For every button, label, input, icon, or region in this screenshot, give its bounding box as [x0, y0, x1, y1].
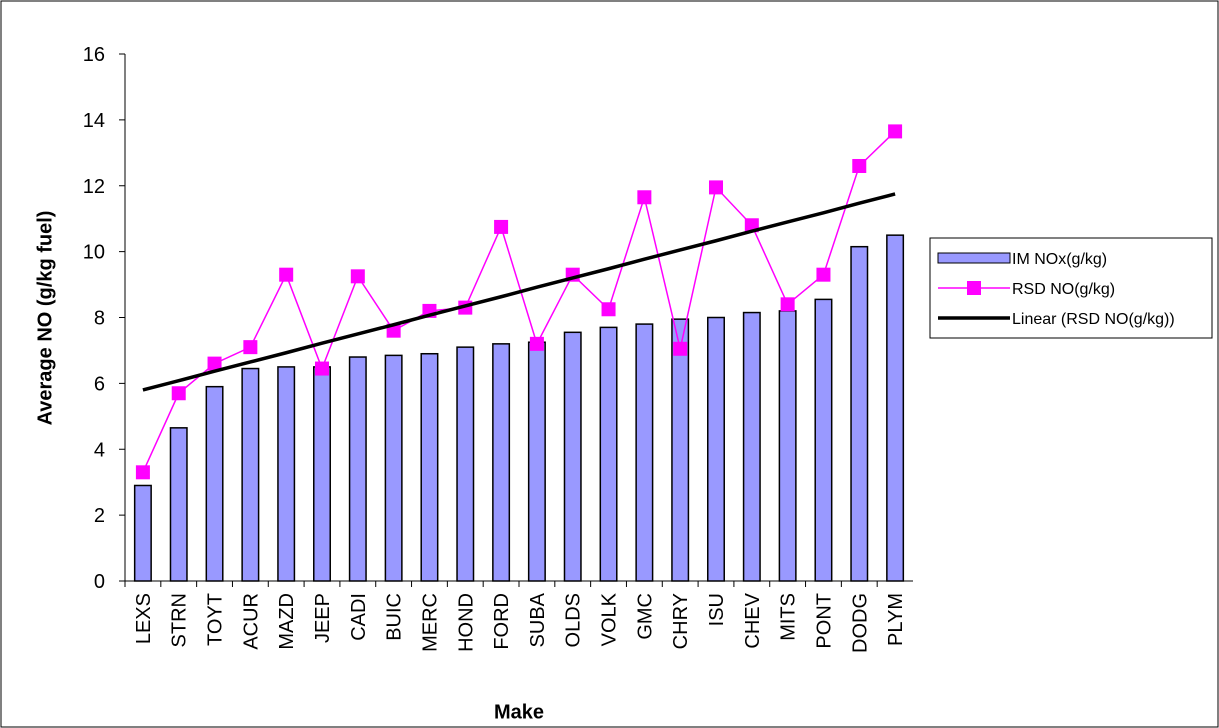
y-tick-label: 12 — [83, 176, 105, 198]
bar — [384, 354, 403, 582]
legend-marker — [967, 281, 981, 295]
marker — [350, 269, 365, 284]
x-tick-label: SUBA — [527, 592, 549, 647]
y-tick-label: 10 — [83, 242, 105, 264]
bar — [420, 352, 439, 582]
x-tick-label: VOLK — [599, 592, 621, 646]
x-tick-label: TOYT — [205, 593, 227, 646]
x-tick-label: MERC — [419, 593, 441, 652]
marker — [601, 302, 616, 317]
bar — [277, 366, 296, 582]
x-tick-label: CADI — [348, 593, 370, 641]
bar — [205, 385, 224, 582]
bar — [707, 316, 725, 582]
marker — [279, 267, 294, 282]
marker — [888, 124, 903, 139]
marker — [780, 297, 795, 312]
marker — [529, 336, 544, 351]
bar — [814, 298, 833, 582]
bar — [599, 326, 618, 582]
y-axis-label: Average NO (g/kg fuel) — [34, 211, 56, 426]
x-tick-label: PLYM — [885, 593, 907, 646]
data-line — [142, 130, 896, 473]
bar — [241, 367, 260, 582]
bar — [563, 331, 582, 582]
marker — [243, 340, 258, 355]
x-tick-label: CHRY — [670, 593, 692, 649]
x-tick-label: HOND — [455, 593, 477, 652]
bar — [527, 341, 546, 582]
marker — [852, 158, 867, 173]
legend-label: IM NOx(g/kg) — [1012, 251, 1107, 268]
bar — [742, 311, 761, 582]
legend-swatch — [937, 252, 1011, 264]
y-tick-label: 6 — [94, 373, 105, 395]
x-tick-label: LEXS — [133, 593, 155, 644]
marker — [494, 219, 509, 234]
marker — [135, 465, 150, 480]
x-tick-label: BUIC — [384, 593, 406, 641]
marker — [816, 267, 831, 282]
x-tick-label: JEEP — [312, 593, 334, 643]
x-tick-label: GMC — [634, 593, 656, 640]
bar — [313, 366, 331, 582]
y-tick-label: 16 — [83, 44, 105, 66]
x-tick-label: STRN — [169, 593, 191, 647]
marker — [673, 341, 688, 356]
bar — [169, 427, 188, 582]
y-tick-label: 4 — [94, 439, 105, 461]
x-tick-label: PONT — [813, 593, 835, 649]
x-tick-label: OLDS — [563, 593, 585, 647]
bar — [133, 484, 152, 582]
x-tick-label: CHEV — [742, 592, 764, 648]
bar — [492, 343, 511, 582]
x-tick-label: MAZD — [276, 593, 298, 650]
y-tick-label: 0 — [94, 571, 105, 593]
bar — [635, 323, 654, 582]
y-tick-label: 2 — [94, 505, 105, 527]
x-tick-label: ACUR — [240, 593, 262, 650]
bar — [886, 234, 905, 582]
x-tick-label: ISU — [706, 593, 728, 626]
marker — [637, 190, 652, 205]
marker — [315, 361, 329, 376]
x-tick-label: FORD — [491, 593, 513, 650]
bar — [348, 356, 367, 582]
legend-label: RSD NO(g/kg) — [1012, 281, 1115, 298]
y-tick-label: 8 — [94, 308, 105, 330]
x-tick-label: DODG — [849, 593, 871, 653]
bar — [456, 346, 475, 582]
x-axis-label: Make — [494, 701, 544, 723]
marker — [171, 386, 186, 401]
marker — [709, 180, 723, 195]
bar — [778, 310, 797, 582]
legend-label: Linear (RSD NO(g/kg)) — [1012, 311, 1175, 328]
marker — [207, 356, 222, 371]
x-tick-label: MITS — [778, 593, 800, 641]
y-tick-label: 14 — [83, 110, 105, 132]
bar — [671, 318, 690, 582]
bar — [850, 245, 869, 582]
trend-line — [142, 192, 896, 392]
